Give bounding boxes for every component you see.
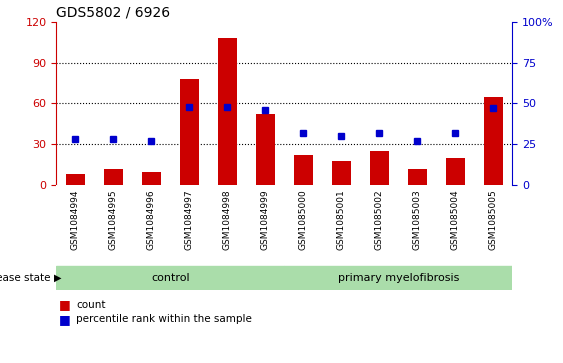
Text: GSM1085000: GSM1085000 bbox=[299, 189, 308, 250]
Bar bbox=[446, 158, 465, 185]
Text: GSM1084997: GSM1084997 bbox=[185, 189, 194, 250]
Text: GSM1085003: GSM1085003 bbox=[413, 189, 422, 250]
Text: GSM1084999: GSM1084999 bbox=[261, 189, 270, 250]
Text: GSM1084996: GSM1084996 bbox=[147, 189, 156, 250]
Text: primary myelofibrosis: primary myelofibrosis bbox=[338, 273, 459, 283]
Bar bbox=[484, 97, 503, 185]
Bar bbox=[256, 114, 275, 185]
Text: ▶: ▶ bbox=[53, 273, 61, 283]
Text: GSM1084994: GSM1084994 bbox=[71, 189, 80, 250]
Text: GSM1085005: GSM1085005 bbox=[489, 189, 498, 250]
Bar bbox=[66, 174, 85, 185]
Bar bbox=[104, 169, 123, 185]
Text: control: control bbox=[151, 273, 190, 283]
Text: ■: ■ bbox=[59, 298, 71, 311]
Text: GDS5802 / 6926: GDS5802 / 6926 bbox=[56, 5, 171, 19]
Text: ■: ■ bbox=[59, 313, 71, 326]
Bar bbox=[294, 155, 313, 185]
Bar bbox=[142, 171, 161, 185]
Text: GSM1085001: GSM1085001 bbox=[337, 189, 346, 250]
Bar bbox=[56, 266, 284, 289]
Text: count: count bbox=[76, 300, 105, 310]
Text: GSM1084998: GSM1084998 bbox=[223, 189, 232, 250]
Text: GSM1085002: GSM1085002 bbox=[375, 189, 384, 250]
Text: GSM1084995: GSM1084995 bbox=[109, 189, 118, 250]
Bar bbox=[218, 38, 237, 185]
Text: GSM1085004: GSM1085004 bbox=[451, 189, 460, 250]
Bar bbox=[332, 160, 351, 185]
Bar bbox=[408, 169, 427, 185]
Text: disease state: disease state bbox=[0, 273, 51, 283]
Bar bbox=[370, 151, 389, 185]
Text: percentile rank within the sample: percentile rank within the sample bbox=[76, 314, 252, 325]
Bar bbox=[284, 266, 512, 289]
Bar bbox=[180, 79, 199, 185]
